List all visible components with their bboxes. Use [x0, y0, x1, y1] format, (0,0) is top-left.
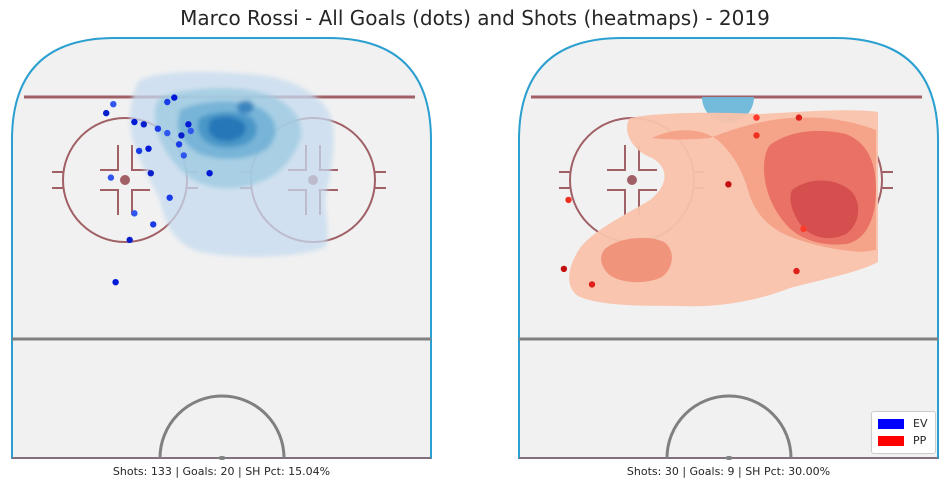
pp-goal-dot	[560, 265, 568, 273]
ev-goal-dot	[140, 121, 147, 128]
pp-goal-dot	[565, 196, 572, 204]
ev-goal-dot	[164, 98, 171, 106]
rink-right-center-dot	[725, 456, 733, 460]
ev-goal-dot	[107, 174, 115, 181]
ev-goal-dots	[103, 94, 213, 286]
pp-goal-dot	[793, 267, 800, 275]
pp-goal-dots	[560, 114, 807, 288]
ev-goal-dot	[187, 127, 194, 135]
ev-goal-dot	[164, 129, 171, 137]
ev-goal-dot	[175, 141, 183, 148]
ev-goal-dot	[145, 145, 152, 152]
legend-label-pp: PP	[913, 434, 927, 447]
ev-goal-dot	[135, 147, 143, 155]
ev-goal-dot	[126, 236, 133, 244]
rink-right-center-circle	[665, 394, 793, 459]
rink-left-center-circle	[158, 394, 286, 459]
pp-goal-dot	[795, 114, 803, 121]
ev-goal-dot	[147, 170, 154, 177]
legend-swatch-pp	[878, 436, 904, 446]
ev-goal-dot	[150, 221, 157, 228]
pp-goal-dot	[588, 281, 596, 288]
legend-label-ev: EV	[913, 417, 928, 430]
ev-stats-caption: Shots: 133 | Goals: 20 | SH Pct: 15.04%	[112, 465, 331, 478]
rink-left-faceoff-circle-left	[52, 117, 198, 243]
legend: EV PP	[871, 411, 936, 454]
ev-goal-dot	[171, 94, 178, 101]
pp-goal-dot	[753, 132, 760, 139]
ev-goal-dot	[131, 210, 138, 217]
ev-heatmap	[129, 71, 334, 257]
pp-goal-dot	[753, 114, 760, 121]
ev-goal-dot	[206, 170, 213, 177]
ev-goal-dot	[178, 132, 185, 139]
ev-goal-dot	[154, 125, 162, 132]
pp-heatmap	[569, 110, 878, 307]
ev-goal-dot	[166, 194, 173, 201]
rink-right	[518, 37, 939, 460]
ev-goal-dot	[112, 279, 119, 286]
ev-goal-dot	[185, 121, 192, 128]
chart-title: Marco Rossi - All Goals (dots) and Shots…	[180, 6, 770, 30]
ev-goal-dot	[103, 109, 110, 117]
rink-left-center-dot	[218, 456, 226, 460]
legend-swatch-ev	[878, 419, 904, 429]
pp-goal-dot	[800, 225, 807, 232]
ev-goal-dot	[131, 118, 138, 126]
ev-goal-dot	[110, 101, 117, 108]
pp-stats-caption: Shots: 30 | Goals: 9 | SH Pct: 30.00%	[626, 465, 831, 478]
ev-goal-dot	[180, 152, 187, 159]
pp-goal-dot	[725, 181, 732, 188]
rink-left	[11, 37, 432, 460]
